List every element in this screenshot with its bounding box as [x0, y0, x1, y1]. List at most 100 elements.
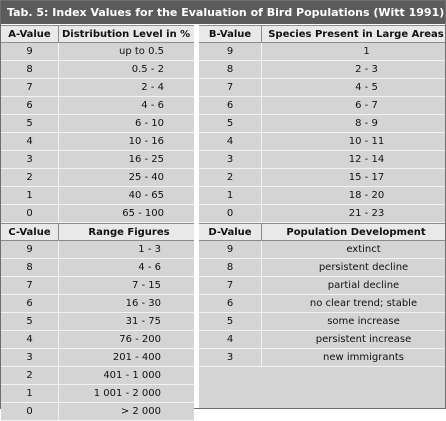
table-row: 8 0.5 - 2 [1, 61, 194, 79]
criterion-cell: persistent increase [262, 331, 445, 349]
criterion-cell: 1 - 3 [59, 241, 194, 259]
index-value-cell: 6 [199, 97, 262, 115]
criterion-cell: partial decline [262, 277, 445, 295]
header-row: D-Value Population Development [199, 223, 445, 241]
header-row: A-Value Distribution Level in % [1, 25, 194, 43]
index-value-cell: 8 [1, 259, 59, 277]
index-value-cell: 8 [1, 61, 59, 79]
criterion-cell: 10 - 11 [262, 133, 445, 151]
index-value-cell: 3 [199, 349, 262, 367]
value-column-header: B-Value [199, 25, 262, 43]
table-row: 5 some increase [199, 313, 445, 331]
table-row: 7 partial decline [199, 277, 445, 295]
criterion-cell: 4 - 5 [262, 79, 445, 97]
empty-cells-area [199, 367, 445, 408]
table-title: Tab. 5: Index Values for the Evaluation … [1, 1, 445, 24]
criterion-cell: 4 - 6 [59, 259, 194, 277]
table-row: 3 16 - 25 [1, 151, 194, 169]
criterion-cell: some increase [262, 313, 445, 331]
index-value-cell: 7 [199, 277, 262, 295]
index-value-cell: 3 [1, 151, 59, 169]
header-row: B-Value Species Present in Large Areas [199, 25, 445, 43]
index-value-cell: 2 [199, 169, 262, 187]
index-value-cell: 1 [1, 385, 59, 403]
criterion-cell: 21 - 23 [262, 205, 445, 223]
index-value-cell: 1 [199, 187, 262, 205]
index-value-cell: 0 [199, 205, 262, 223]
criterion-cell: 16 - 30 [59, 295, 194, 313]
index-value-cell: 7 [199, 79, 262, 97]
header-row: C-Value Range Figures [1, 223, 194, 241]
criterion-cell: 40 - 65 [59, 187, 194, 205]
table-row: 3 201 - 400 [1, 349, 194, 367]
index-value-cell: 7 [1, 277, 59, 295]
criterion-cell: 201 - 400 [59, 349, 194, 367]
index-value-cell: 8 [199, 259, 262, 277]
table-a: A-Value Distribution Level in % 9 up to 0.5… [1, 25, 194, 223]
index-value-cell: 9 [199, 43, 262, 61]
index-value-cell: 0 [1, 403, 59, 421]
criterion-cell: 6 - 7 [262, 97, 445, 115]
table-row: 4 persistent increase [199, 331, 445, 349]
index-value-cell: 5 [199, 313, 262, 331]
criterion-cell: 8 - 9 [262, 115, 445, 133]
index-value-cell: 4 [1, 133, 59, 151]
criterion-cell: 15 - 17 [262, 169, 445, 187]
criterion-cell: 0.5 - 2 [59, 61, 194, 79]
index-value-cell: 5 [199, 115, 262, 133]
index-value-cell: 7 [1, 79, 59, 97]
index-value-cell: 3 [199, 151, 262, 169]
index-value-cell: 8 [199, 61, 262, 79]
index-value-cell: 9 [199, 241, 262, 259]
value-column-header: D-Value [199, 223, 262, 241]
table-row: 2 15 - 17 [199, 169, 445, 187]
table-row: 0 > 2 000 [1, 403, 194, 421]
table-row: 9 up to 0.5 [1, 43, 194, 61]
criterion-cell: 18 - 20 [262, 187, 445, 205]
criterion-cell: 31 - 75 [59, 313, 194, 331]
index-value-cell: 4 [199, 133, 262, 151]
table-row: 9 extinct [199, 241, 445, 259]
index-value-cell: 2 [1, 169, 59, 187]
index-value-cell: 0 [1, 205, 59, 223]
value-column-header: A-Value [1, 25, 59, 43]
table-row: 1 18 - 20 [199, 187, 445, 205]
criterion-cell: 6 - 10 [59, 115, 194, 133]
criterion-cell: persistent decline [262, 259, 445, 277]
criterion-cell: 4 - 6 [59, 97, 194, 115]
index-value-cell: 6 [199, 295, 262, 313]
criterion-cell: 25 - 40 [59, 169, 194, 187]
value-column-header: C-Value [1, 223, 59, 241]
criterion-cell: 10 - 16 [59, 133, 194, 151]
table-row: 3 new immigrants [199, 349, 445, 367]
criterion-cell: extinct [262, 241, 445, 259]
table-row: 0 21 - 23 [199, 205, 445, 223]
criterion-cell: no clear trend; stable [262, 295, 445, 313]
index-value-cell: 4 [1, 331, 59, 349]
index-value-cell: 9 [1, 43, 59, 61]
table-row: 5 31 - 75 [1, 313, 194, 331]
criterion-cell: new immigrants [262, 349, 445, 367]
table-row: 4 10 - 16 [1, 133, 194, 151]
table-row: 6 16 - 30 [1, 295, 194, 313]
criterion-cell: 401 - 1 000 [59, 367, 194, 385]
index-value-cell: 6 [1, 97, 59, 115]
table-row: 8 persistent decline [199, 259, 445, 277]
index-value-cell: 5 [1, 313, 59, 331]
table-d: D-Value Population Development 9 extinct 8 pe… [199, 223, 445, 367]
table-row: 1 40 - 65 [1, 187, 194, 205]
index-value-cell: 4 [199, 331, 262, 349]
table-row: 3 12 - 14 [199, 151, 445, 169]
criterion-cell: 7 - 15 [59, 277, 194, 295]
criterion-cell: 12 - 14 [262, 151, 445, 169]
criterion-cell: 16 - 25 [59, 151, 194, 169]
